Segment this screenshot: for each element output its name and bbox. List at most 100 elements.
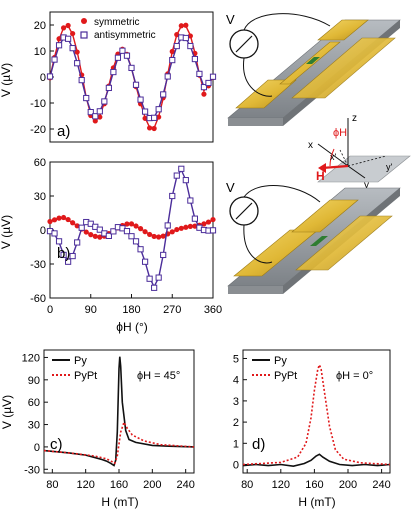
panel-a-point-antisymmetric-26: [164, 73, 171, 80]
voltmeter-needle-top: [235, 35, 253, 53]
panel-b-point-symmetric-4: [65, 216, 71, 223]
panel-a-label: a): [57, 123, 70, 140]
panel-b-point-antisymmetric-7: [78, 224, 85, 231]
panel-b-point-antisymmetric-31: [187, 197, 194, 204]
panel-a-point-antisymmetric-7: [78, 77, 85, 84]
panel-a-point-antisymmetric-23: [151, 114, 158, 121]
panel-a-point-symmetric-3: [60, 25, 67, 31]
panel-b-ytick-label-1: -30: [30, 259, 46, 271]
panel-a-point-antisymmetric-10: [92, 113, 99, 120]
panel-b-point-antisymmetric-30: [182, 177, 189, 184]
panel-b-point-antisymmetric-13: [105, 232, 112, 239]
panel-b-xtick-label-4: 360: [204, 304, 222, 316]
panel-a-point-symmetric-21: [142, 115, 148, 121]
panel-a-point-antisymmetric-31: [187, 42, 194, 50]
panel-b-point-antisymmetric-20: [137, 246, 144, 253]
panel-b-point-symmetric-35: [205, 219, 212, 225]
panel-b-ytick-label-2: 0: [40, 225, 46, 237]
panel-b-point-symmetric-28: [174, 226, 180, 233]
panel-d-ytick-label-4: 4: [233, 375, 239, 387]
panel-a-fit-symmetric: [49, 24, 214, 129]
panel-d-ytick-label-2: 2: [233, 417, 239, 429]
panel-b-point-antisymmetric-27: [169, 192, 176, 200]
panel-b-point-symmetric-21: [142, 229, 148, 235]
panel-c-xtick-label-4: 240: [176, 479, 194, 491]
sample-film: [306, 57, 320, 64]
panel-a-point-antisymmetric-12: [101, 98, 108, 105]
y-axis-label: y: [364, 180, 369, 191]
panel-a-point-symmetric-2: [56, 36, 62, 42]
panel-b-point-symmetric-0: [47, 218, 53, 225]
device-schematic-bottom: V: [226, 180, 401, 294]
panel-a-point-antisymmetric-20: [137, 96, 144, 103]
panel-d-xlabel: H (mT): [298, 495, 335, 509]
panel-a-point-antisymmetric-13: [105, 84, 112, 92]
panel-b-point-symmetric-36: [210, 216, 216, 223]
panel-c-ytick-label-2: 30: [28, 420, 40, 432]
xprime-axis-label: x': [330, 152, 337, 162]
panel-b-point-symmetric-24: [156, 234, 162, 240]
panel-d-ytick-label-0: 0: [233, 460, 239, 472]
panel-c-xtick-label-0: 80: [46, 479, 58, 491]
panel-a-point-antisymmetric-1: [51, 56, 58, 63]
panel-b-point-antisymmetric-17: [123, 228, 131, 235]
panel-b-point-antisymmetric-14: [110, 228, 117, 235]
panel-a-ytick-label-3: 10: [34, 46, 46, 58]
panel-b-point-symmetric-6: [74, 223, 80, 229]
panel-b-point-antisymmetric-5: [69, 252, 76, 260]
y-axis: [347, 165, 366, 179]
panel-b-ytick-label-4: 60: [34, 157, 46, 169]
panel-a-point-antisymmetric-28: [173, 42, 180, 50]
field-label: H: [316, 169, 325, 183]
panel-a-point-antisymmetric-14: [110, 68, 117, 76]
panel-b-point-antisymmetric-29: [178, 165, 185, 172]
panel-a-point-antisymmetric-32: [191, 55, 198, 63]
panel-c-axes: -30 0 30 60 90 120 80 120 160 200 240: [22, 352, 195, 491]
panel-a-y-axis: -20 -10 0 10 20: [30, 20, 54, 136]
panel-a-point-antisymmetric-5: [69, 45, 76, 52]
panel-a-point-antisymmetric-16: [119, 47, 126, 54]
voltmeter-label-bottom: V: [226, 180, 235, 195]
panel-a-point-symmetric-30: [183, 22, 189, 28]
panel-d-chart: 0 1 2 3 4 5 80 120 160 200 240 d) H (mT) Py PyPt ϕ…: [233, 349, 391, 509]
panel-d-legend: Py PyPt: [252, 355, 297, 382]
panel-a-point-symmetric-34: [201, 91, 207, 97]
panel-b-point-antisymmetric-1: [51, 230, 58, 237]
wire-top-lower: [243, 57, 273, 97]
panel-b-point-antisymmetric-4: [65, 258, 72, 265]
panel-a-chart: -20 -10 0 10 20 V (µV) a) symmetric antisymm…: [0, 11, 217, 143]
panel-a-ylabel: V (µV): [0, 63, 13, 97]
panel-a-point-symmetric-4: [65, 22, 71, 29]
panel-c-chart: -30 0 30 60 90 120 80 120 160 200 240 V (µV) c) H …: [0, 349, 195, 509]
panel-a-point-symmetric-24: [156, 114, 162, 120]
panel-d-ytick-label-3: 3: [233, 396, 239, 408]
panel-b-point-symmetric-25: [160, 233, 166, 239]
panel-a-ytick-label-0: -20: [30, 124, 46, 136]
contact-pad-upper-b: [291, 199, 359, 233]
panel-d-axes: 0 1 2 3 4 5 80 120 160 200 240: [233, 353, 391, 491]
contact-pad-lower: [235, 79, 297, 109]
panel-d-annotation: ϕH = 0°: [336, 370, 373, 382]
legend-label-py-d: Py: [274, 355, 287, 367]
legend-label-py: Py: [74, 355, 87, 367]
panel-b-xtick-label-2: 180: [122, 304, 140, 316]
phi-arc: [329, 148, 335, 167]
panel-b-point-antisymmetric-36: [209, 227, 217, 234]
x-axis-label: x: [308, 140, 313, 151]
panel-b-point-antisymmetric-28: [173, 172, 180, 179]
x-axis: [317, 143, 349, 167]
substrate-bottom-edge: [228, 286, 283, 294]
panel-b-point-antisymmetric-2: [55, 238, 63, 245]
panel-c-xlabel: H (mT): [101, 495, 138, 509]
panel-a-point-antisymmetric-18: [128, 64, 135, 72]
panel-a-point-symmetric-31: [187, 33, 193, 39]
contact-pad-upper: [317, 19, 369, 41]
panel-b-point-symmetric-32: [192, 223, 198, 229]
panel-c-line-pypt: [43, 420, 195, 465]
panel-a-point-antisymmetric-8: [83, 94, 90, 102]
panel-b-point-antisymmetric-26: [164, 222, 171, 229]
panel-c-ytick-label-0: -30: [24, 464, 40, 476]
panel-d-ytick-label-5: 5: [233, 353, 239, 365]
panel-a-point-antisymmetric-4: [65, 35, 72, 42]
panel-c-line-py: [43, 356, 195, 467]
